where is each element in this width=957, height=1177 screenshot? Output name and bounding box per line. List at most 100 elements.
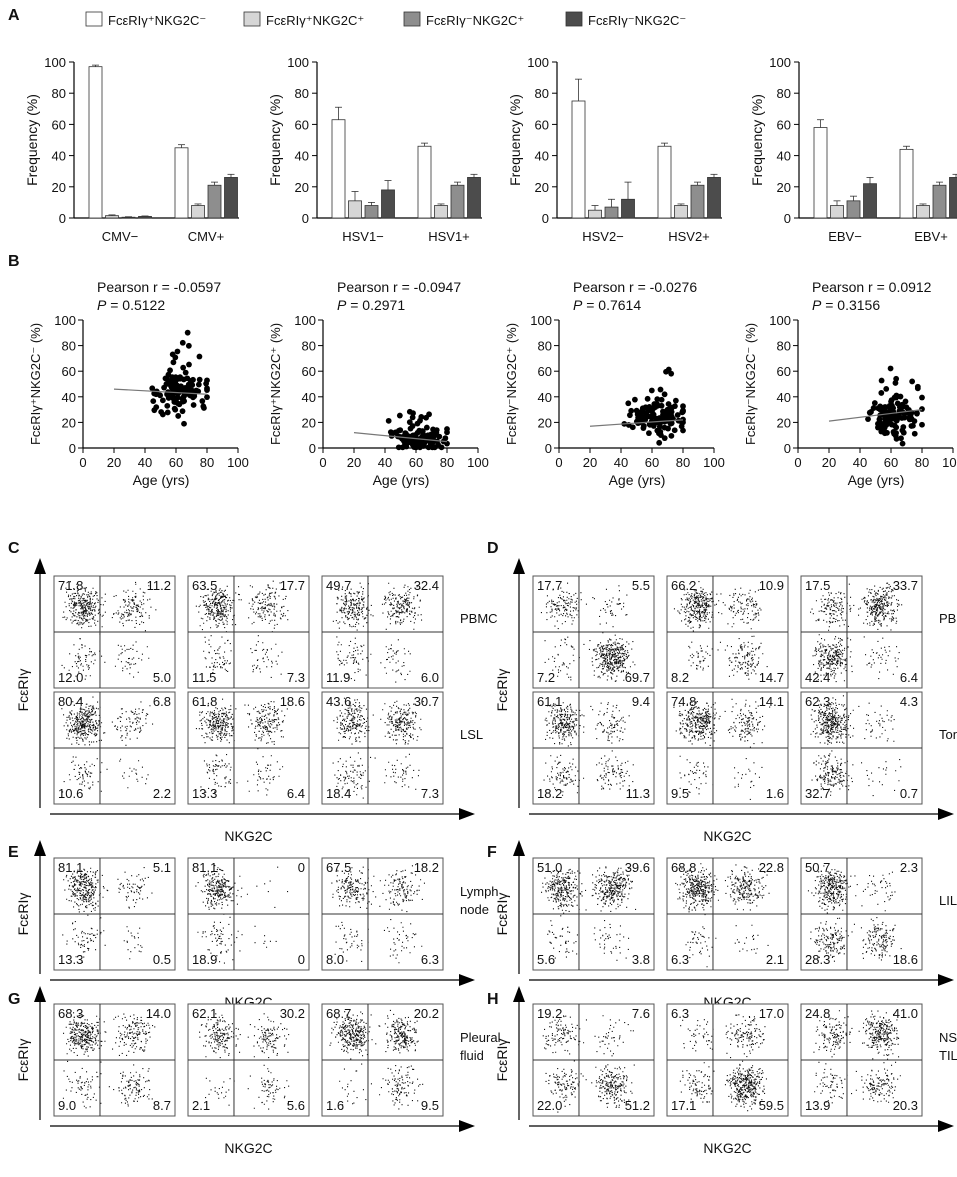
- quadrant-lr: 14.7: [759, 670, 784, 685]
- data-point: [898, 435, 904, 442]
- y-tick-label: 20: [777, 180, 791, 195]
- data-point: [882, 404, 889, 410]
- bar: [863, 183, 877, 219]
- quadrant-ur: 5.1: [153, 860, 171, 875]
- quadrant-ll: 5.6: [537, 952, 555, 967]
- data-point: [893, 417, 900, 424]
- panel-letter-e: E: [8, 844, 19, 861]
- bar-charts: 0 20 40 60 80 100 Frequency (%) CMV− CMV+ 0 20 40 60…: [24, 55, 957, 244]
- data-point: [190, 376, 196, 383]
- data-point: [633, 407, 640, 414]
- y-axis-label: Frequency (%): [24, 94, 40, 186]
- data-point: [385, 417, 392, 424]
- data-point: [193, 387, 200, 394]
- y-arrow-head: [34, 558, 46, 574]
- data-point: [427, 432, 434, 439]
- quadrant-ur: 9.4: [632, 694, 650, 709]
- quadrant-lr: 5.0: [153, 670, 171, 685]
- y-tick-label: 100: [287, 55, 309, 70]
- bar: [88, 66, 103, 219]
- scatter-plot-0: 0 20 40 60 80 100 0 20 40 60 80 100 Age (yrs) FcεRIγ⁺…: [28, 279, 249, 488]
- quadrant-ll: 11.5: [192, 670, 216, 685]
- quadrant-lr: 9.5: [421, 1098, 439, 1113]
- quadrant-ul: 71.8: [58, 578, 83, 593]
- data-point: [892, 380, 899, 386]
- p-number: = 0.2971: [346, 297, 405, 313]
- x-arrow-head: [459, 1120, 475, 1132]
- x-tick-label: 60: [169, 455, 183, 470]
- data-point: [169, 394, 176, 400]
- y-tick-label: 0: [542, 211, 549, 226]
- data-point: [911, 430, 918, 437]
- event-dots: [679, 1014, 767, 1112]
- x-axis-label: Age (yrs): [373, 472, 430, 488]
- quadrant-ur: 18.6: [280, 694, 305, 709]
- scatter-plot-2: 0 20 40 60 80 100 0 20 40 60 80 100 Age (yrs) FcεRIγ⁻…: [504, 279, 725, 488]
- bar: [690, 184, 705, 219]
- legend-swatch-3: [565, 11, 583, 27]
- data-point: [650, 420, 657, 426]
- data-point: [167, 367, 173, 374]
- y-axis-label: Frequency (%): [267, 94, 283, 186]
- data-point: [625, 400, 632, 407]
- y-tick-label: 80: [538, 339, 552, 354]
- event-dots: [61, 696, 154, 793]
- y-tick-label: 20: [777, 415, 791, 430]
- flow-plot: 17.5 33.7 42.4 6.4: [800, 575, 923, 689]
- quadrant-lr: 6.4: [287, 786, 305, 801]
- y-tick-label: 60: [302, 364, 316, 379]
- quadrant-ur: 7.6: [632, 1006, 650, 1021]
- data-point: [628, 407, 635, 414]
- data-point: [204, 387, 210, 393]
- x-tick-label: 20: [822, 455, 836, 470]
- x-tick-label: 100: [467, 455, 489, 470]
- p-value: P = 0.2971: [337, 297, 405, 313]
- flow-plot: 6.3 17.0 17.1 59.5: [666, 1003, 789, 1117]
- quadrant-ul: 17.5: [805, 578, 830, 593]
- x-tick-label: 100: [703, 455, 725, 470]
- x-arrow-head: [459, 808, 475, 820]
- data-point: [185, 342, 192, 349]
- event-dots: [62, 867, 153, 963]
- data-point: [667, 404, 674, 411]
- flow-plot: 62.1 30.2 2.1 5.6: [187, 1003, 310, 1117]
- data-point: [165, 371, 172, 378]
- event-dots: [195, 865, 289, 964]
- quadrant-ul: 81.1: [192, 860, 217, 875]
- bar-chart-3: 0 20 40 60 80 100 Frequency (%) EBV− EBV+: [749, 55, 957, 244]
- data-point: [919, 394, 925, 401]
- y-tick-label: 20: [538, 415, 552, 430]
- flow-plot: 19.2 7.6 22.0 51.2: [532, 1003, 655, 1117]
- data-point: [180, 364, 187, 371]
- quadrant-ul: 19.2: [537, 1006, 562, 1021]
- quadrant-ll: 2.1: [192, 1098, 210, 1113]
- data-point: [919, 421, 925, 428]
- flow-plot: 67.5 18.2 8.0 6.3: [321, 857, 444, 971]
- bar: [381, 189, 395, 219]
- data-point: [179, 339, 186, 346]
- data-point: [199, 398, 206, 404]
- pearson-r: Pearson r = 0.0912: [812, 279, 932, 295]
- data-point: [150, 398, 157, 405]
- quadrant-lr: 5.6: [287, 1098, 305, 1113]
- data-point: [151, 407, 158, 414]
- legend-label-2: FcεRIγ⁻NKG2C⁺: [426, 13, 524, 28]
- bar-chart-1: 0 20 40 60 80 100 Frequency (%) HSV1− HSV1+: [267, 55, 482, 244]
- y-tick-label: 60: [777, 364, 791, 379]
- y-arrow-head: [34, 840, 46, 856]
- quadrant-ur: 5.5: [632, 578, 650, 593]
- y-tick-label: 20: [302, 415, 316, 430]
- y-tick-label: 100: [769, 313, 791, 328]
- y-tick-label: 40: [52, 149, 66, 164]
- data-point: [411, 444, 418, 450]
- data-point: [909, 378, 916, 385]
- flow-plot: 68.3 14.0 9.0 8.7: [53, 1003, 176, 1117]
- x-tick-label: 40: [138, 455, 152, 470]
- event-dots: [331, 865, 425, 964]
- data-point: [871, 400, 878, 406]
- data-point: [426, 411, 432, 418]
- flow-plot: 62.3 4.3 32.7 0.7: [800, 691, 923, 805]
- event-dots: [807, 865, 902, 962]
- y-tick-label: 0: [69, 441, 76, 456]
- data-point: [913, 409, 920, 416]
